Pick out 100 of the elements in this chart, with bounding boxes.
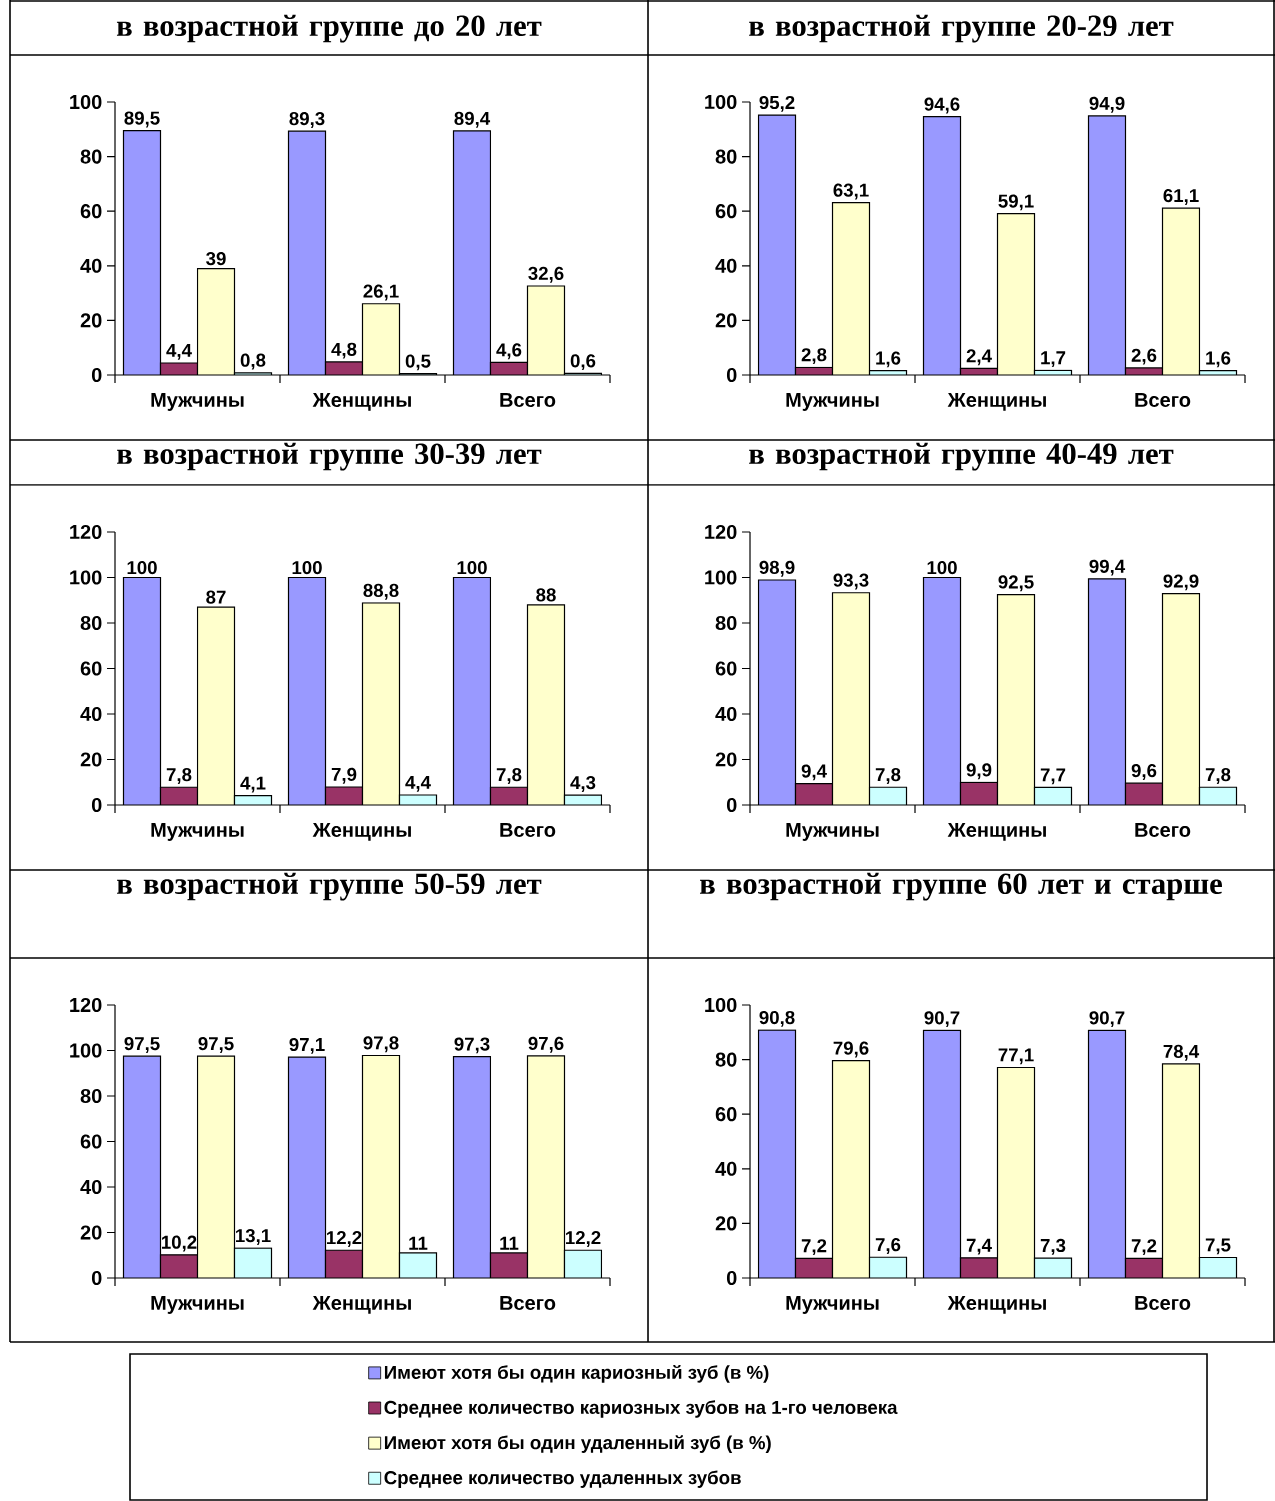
data-label: 0,5: [405, 354, 431, 371]
y-tick-label: 0: [91, 1270, 102, 1286]
legend-label: Имеют хотя бы один удаленный зуб (в %): [384, 1435, 771, 1453]
y-tick-label: 100: [705, 94, 737, 110]
y-tick-label: 100: [70, 1043, 102, 1058]
data-label: 39: [206, 252, 226, 266]
legend-label: Имеют хотя бы один кариозный зуб (в %): [384, 1364, 769, 1383]
data-label: 11: [500, 1236, 519, 1250]
data-label: 9,6: [1131, 763, 1157, 780]
data-label: 1,6: [1206, 351, 1231, 368]
data-label: 2,8: [801, 348, 827, 365]
data-label: 89,5: [124, 111, 160, 128]
data-label: 11: [409, 1236, 428, 1250]
x-tick-label: Мужчины: [151, 1296, 244, 1314]
data-label: 4,1: [240, 776, 266, 793]
data-label: 97,5: [198, 1036, 234, 1053]
data-label: 100: [457, 560, 487, 575]
x-tick-label: Всего: [1135, 823, 1191, 837]
y-tick-label: 40: [80, 706, 102, 722]
chart-title: в возрастной группе 50-59 лет: [117, 872, 542, 901]
data-label: 13,1: [236, 1228, 271, 1245]
data-label: 97,3: [454, 1037, 490, 1054]
data-label: 32,6: [528, 266, 564, 283]
data-label: 79,6: [833, 1041, 869, 1058]
data-label: 88,8: [363, 583, 399, 600]
data-label: 61,1: [1163, 188, 1199, 205]
data-label: 7,3: [1040, 1238, 1066, 1255]
data-label: 7,8: [875, 768, 901, 784]
y-tick-label: 20: [80, 1225, 102, 1240]
y-tick-label: 80: [715, 149, 737, 164]
y-tick-label: 60: [715, 1107, 737, 1122]
data-label: 7,4: [966, 1238, 992, 1255]
data-label: 2,4: [966, 349, 992, 366]
x-tick-label: Мужчины: [786, 393, 879, 411]
data-label: 77,1: [998, 1048, 1034, 1065]
y-tick-label: 20: [715, 1216, 737, 1231]
data-label: 89,3: [289, 112, 325, 128]
x-tick-label: Женщины: [947, 823, 1046, 841]
data-label: 0,6: [570, 354, 596, 371]
data-label: 97,6: [528, 1036, 564, 1053]
data-label: 95,2: [759, 95, 795, 112]
data-label: 92,5: [998, 575, 1034, 592]
y-tick-label: 60: [80, 204, 102, 219]
legend-label: Среднее количество удаленных зубов: [384, 1470, 741, 1488]
data-label: 93,3: [833, 573, 869, 590]
y-tick-label: 0: [91, 367, 102, 383]
data-label: 9,4: [801, 764, 827, 781]
data-label: 7,9: [331, 767, 357, 784]
x-tick-label: Всего: [1135, 1296, 1191, 1310]
data-label: 90,7: [1089, 1011, 1125, 1028]
y-tick-label: 80: [715, 1052, 737, 1067]
y-tick-label: 20: [80, 752, 102, 767]
data-label: 59,1: [998, 194, 1034, 211]
data-label: 7,6: [875, 1238, 901, 1254]
y-tick-label: 60: [715, 661, 737, 676]
x-tick-label: Мужчины: [786, 1296, 879, 1314]
y-tick-label: 0: [726, 1270, 737, 1286]
data-label: 100: [292, 560, 322, 575]
y-tick-label: 120: [705, 524, 737, 540]
y-tick-label: 40: [715, 706, 737, 722]
x-tick-label: Женщины: [312, 823, 411, 841]
data-label: 4,4: [405, 775, 431, 792]
y-tick-label: 0: [726, 367, 737, 383]
y-tick-label: 60: [80, 661, 102, 676]
data-label: 4,6: [496, 343, 522, 360]
chart-title: в возрастной группе до 20 лет: [116, 14, 542, 43]
data-label: 94,9: [1089, 96, 1125, 113]
chart-title: в возрастной группе 30-39 лет: [117, 442, 542, 471]
y-tick-label: 120: [70, 997, 102, 1013]
data-label: 97,1: [289, 1037, 325, 1054]
data-label: 87: [206, 590, 226, 604]
y-tick-label: 20: [715, 313, 737, 328]
y-tick-label: 100: [70, 94, 102, 110]
data-label: 7,2: [801, 1239, 827, 1256]
legend-label: Среднее количество кариозных зубов на 1-го человека: [384, 1400, 898, 1418]
y-tick-label: 80: [80, 615, 102, 631]
data-label: 2,6: [1131, 348, 1157, 365]
data-label: 90,8: [759, 1010, 795, 1027]
data-label: 89,4: [454, 111, 491, 128]
data-label: 90,7: [924, 1011, 960, 1028]
x-tick-label: Мужчины: [786, 823, 879, 841]
x-tick-label: Женщины: [312, 393, 411, 411]
y-tick-label: 20: [80, 313, 102, 328]
data-label: 7,2: [1131, 1239, 1157, 1256]
x-tick-label: Женщины: [312, 1296, 411, 1314]
data-label: 100: [927, 560, 957, 575]
data-label: 63,1: [833, 183, 869, 200]
x-tick-label: Всего: [500, 823, 556, 837]
data-label: 98,9: [759, 560, 795, 577]
chart-title: в возрастной группе 20-29 лет: [749, 14, 1174, 43]
y-tick-label: 40: [715, 1161, 737, 1176]
y-tick-label: 40: [80, 1179, 102, 1195]
y-tick-label: 100: [705, 997, 737, 1013]
data-label: 12,2: [566, 1231, 601, 1247]
data-label: 7,5: [1205, 1238, 1231, 1255]
data-label: 99,4: [1089, 559, 1126, 576]
data-label: 1,6: [876, 351, 901, 368]
y-tick-label: 40: [80, 258, 102, 273]
y-tick-label: 20: [715, 752, 737, 767]
y-tick-label: 40: [715, 258, 737, 273]
